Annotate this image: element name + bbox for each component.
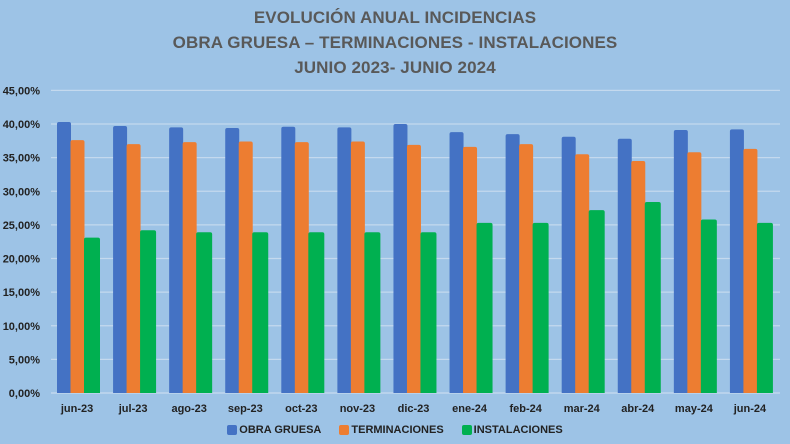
bar-instalaciones bbox=[644, 202, 661, 393]
bar-instalaciones bbox=[84, 237, 100, 393]
y-tick-label: 5,00% bbox=[9, 354, 40, 366]
bar-terminaciones bbox=[70, 140, 85, 393]
x-tick-label: mar-24 bbox=[564, 403, 601, 415]
bar-obra-gruesa bbox=[225, 128, 240, 393]
y-tick-label: 25,00% bbox=[3, 220, 41, 232]
legend-label: INSTALACIONES bbox=[473, 424, 563, 436]
y-tick-label: 35,00% bbox=[3, 153, 41, 165]
bar-terminaciones bbox=[463, 146, 478, 393]
y-tick-label: 10,00% bbox=[3, 321, 41, 333]
bar-terminaciones bbox=[631, 160, 646, 393]
legend-item: TERMINACIONES bbox=[339, 424, 444, 436]
bar-instalaciones bbox=[196, 232, 213, 393]
x-tick-label: jun-23 bbox=[60, 403, 93, 415]
bar-obra-gruesa bbox=[673, 130, 688, 394]
legend-item: INSTALACIONES bbox=[461, 424, 563, 436]
y-axis: 0,00% 5,00% 10,00% 15,00% 20,00% 25,00% 30,00%… bbox=[3, 85, 41, 400]
bar-obra-gruesa bbox=[505, 134, 520, 393]
y-tick-label: 40,00% bbox=[3, 119, 41, 131]
legend-label: TERMINACIONES bbox=[351, 424, 444, 436]
bar-terminaciones bbox=[238, 141, 253, 393]
chart-title-line-2: OBRA GRUESA – TERMINACIONES - INSTALACIO… bbox=[172, 33, 618, 52]
legend-label: OBRA GRUESA bbox=[239, 424, 322, 436]
x-tick-label: dic-23 bbox=[398, 403, 430, 415]
x-tick-label: oct-23 bbox=[285, 403, 317, 415]
legend-swatch bbox=[227, 425, 238, 435]
bar-instalaciones bbox=[756, 222, 773, 393]
bar-instalaciones bbox=[140, 230, 157, 393]
x-tick-label: may-24 bbox=[675, 403, 714, 415]
bar-obra-gruesa bbox=[169, 127, 184, 394]
legend-swatch bbox=[461, 425, 472, 435]
bar-obra-gruesa bbox=[449, 132, 464, 393]
bar-obra-gruesa bbox=[729, 129, 744, 393]
legend: OBRA GRUESA TERMINACIONES INSTALACIONES bbox=[0, 424, 790, 436]
bar-instalaciones bbox=[700, 219, 717, 393]
x-tick-label: nov-23 bbox=[340, 403, 375, 415]
x-tick-label: ene-24 bbox=[452, 403, 488, 415]
x-tick-label: abr-24 bbox=[621, 403, 655, 415]
bar-instalaciones bbox=[364, 232, 381, 393]
bar-terminaciones bbox=[406, 144, 421, 393]
bar-obra-gruesa bbox=[113, 126, 128, 393]
bar-obra-gruesa bbox=[337, 127, 352, 394]
bar-instalaciones bbox=[420, 232, 437, 393]
bar-obra-gruesa bbox=[617, 138, 632, 393]
bar-terminaciones bbox=[294, 142, 309, 393]
bar-terminaciones bbox=[126, 144, 141, 393]
bar-instalaciones bbox=[476, 222, 493, 393]
legend-item: OBRA GRUESA bbox=[227, 424, 321, 436]
x-axis: jun-23 jul-23 ago-23 sep-23 oct-23 nov-23 dic-… bbox=[60, 403, 767, 415]
y-tick-label: 20,00% bbox=[3, 254, 41, 266]
x-tick-label: jul-23 bbox=[118, 403, 148, 415]
bar-instalaciones bbox=[252, 232, 269, 393]
bar-instalaciones bbox=[308, 232, 325, 393]
bar-obra-gruesa bbox=[281, 126, 296, 393]
chart-title-line-3: JUNIO 2023- JUNIO 2024 bbox=[294, 58, 496, 77]
bar-terminaciones bbox=[743, 148, 758, 393]
y-tick-label: 45,00% bbox=[3, 85, 41, 97]
chart-title-line-1: EVOLUCIÓN ANUAL INCIDENCIAS bbox=[253, 8, 537, 27]
bars bbox=[57, 121, 773, 394]
bar-terminaciones bbox=[575, 154, 590, 393]
x-tick-label: sep-23 bbox=[228, 403, 263, 415]
bar-obra-gruesa bbox=[57, 121, 71, 394]
x-tick-label: feb-24 bbox=[509, 403, 542, 415]
legend-swatch bbox=[339, 425, 350, 435]
bar-terminaciones bbox=[182, 142, 197, 393]
bar-instalaciones bbox=[588, 210, 605, 393]
bar-obra-gruesa bbox=[393, 124, 408, 393]
x-tick-label: jun-24 bbox=[733, 403, 767, 415]
y-tick-label: 30,00% bbox=[3, 186, 41, 198]
bar-terminaciones bbox=[687, 152, 702, 393]
y-tick-label: 15,00% bbox=[3, 287, 41, 299]
bar-instalaciones bbox=[532, 222, 549, 393]
bar-terminaciones bbox=[350, 141, 365, 393]
bar-obra-gruesa bbox=[561, 136, 576, 393]
bar-terminaciones bbox=[519, 144, 534, 393]
y-tick-label: 0,00% bbox=[9, 388, 40, 400]
x-tick-label: ago-23 bbox=[171, 403, 206, 415]
